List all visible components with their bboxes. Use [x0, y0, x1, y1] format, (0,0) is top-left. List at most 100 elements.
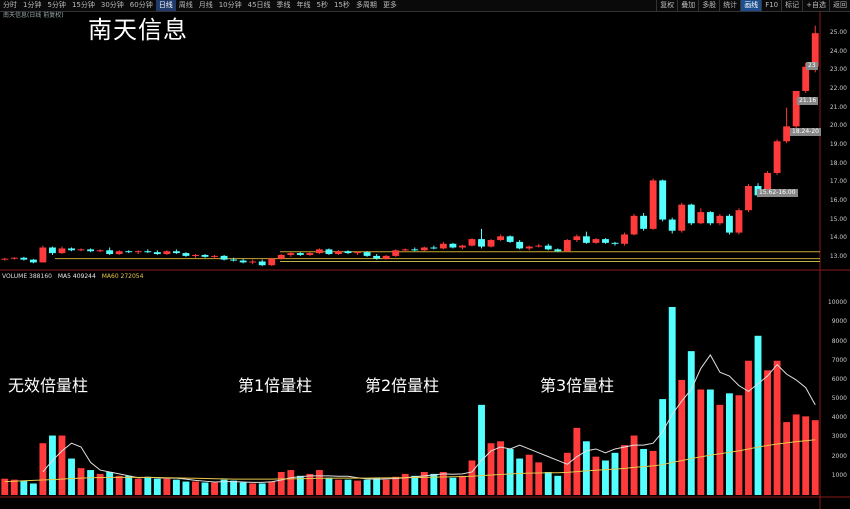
- tool-tab-6[interactable]: 标记: [781, 0, 802, 11]
- candle-body-40: [382, 255, 390, 259]
- tool-tab-1[interactable]: 叠加: [677, 0, 698, 11]
- tool-tab-5[interactable]: F10: [761, 0, 781, 11]
- price-tick-11: 14.00: [829, 234, 847, 242]
- price-tag-3: 18.24-20: [790, 128, 821, 136]
- volume-bar-75: [716, 404, 724, 495]
- candle-body-16: [153, 252, 161, 255]
- volume-bar-11: [106, 471, 114, 495]
- price-tick-4: 21.00: [829, 103, 847, 111]
- candle-body-57: [544, 245, 552, 250]
- tool-tab-2[interactable]: 多股: [698, 0, 719, 11]
- volume-bar-30: [287, 470, 295, 495]
- candle-body-3: [29, 259, 37, 263]
- tool-tab-7[interactable]: +自选: [802, 0, 829, 11]
- volume-tick-8: 2000: [831, 452, 847, 460]
- period-tab-4[interactable]: 30分钟: [100, 1, 124, 9]
- stock-info: 南天信息(日线 前复权): [3, 12, 64, 19]
- period-tab-7[interactable]: 周线: [178, 1, 193, 9]
- volume-value: 388160: [29, 273, 52, 280]
- period-toolbar: 分时 1分钟 5分钟 15分钟 30分钟 60分钟 日线 周线 月线 10分钟 45日线 季线 年线 5秒…: [0, 0, 850, 12]
- volume-bar-80: [764, 370, 771, 495]
- candle-body-53: [506, 236, 514, 242]
- volume-bar-67: [640, 448, 648, 495]
- volume-bar-78: [745, 360, 752, 495]
- volume-bar-28: [268, 481, 276, 495]
- period-tab-1[interactable]: 1分钟: [23, 1, 42, 9]
- volume-bar-71: [678, 379, 686, 495]
- volume-bar-7: [68, 458, 75, 495]
- candle-body-27: [258, 261, 266, 266]
- candle-body-70: [668, 219, 676, 231]
- period-tab-11[interactable]: 季线: [276, 1, 291, 9]
- period-tab-10[interactable]: 45日线: [247, 1, 271, 9]
- period-tab-9[interactable]: 10分钟: [218, 1, 242, 9]
- candle-body-54: [516, 241, 524, 249]
- volume-tick-6: 4000: [831, 414, 847, 422]
- volume-bar-44: [420, 471, 428, 495]
- price-tick-10: 15.00: [829, 215, 847, 223]
- volume-bar-29: [277, 471, 285, 495]
- volume-bar-59: [563, 452, 571, 495]
- period-tab-14[interactable]: 15秒: [334, 1, 350, 9]
- volume-bar-79: [754, 335, 762, 495]
- period-tab-16[interactable]: 更多: [382, 1, 397, 9]
- tool-tab-8[interactable]: 返回: [829, 0, 850, 11]
- price-tick-2: 23.00: [829, 66, 847, 74]
- volume-bar-6: [58, 435, 66, 495]
- period-tab-12[interactable]: 年线: [296, 1, 311, 9]
- candle-body-83: [792, 90, 800, 127]
- tool-tab-3[interactable]: 统计: [719, 0, 740, 11]
- candle-body-82: [783, 126, 791, 142]
- period-tab-6[interactable]: 日线: [155, 0, 176, 11]
- volume-bar-70: [668, 307, 676, 495]
- candle-body-17: [163, 251, 171, 255]
- volume-bar-23: [220, 479, 228, 495]
- volume-bar-57: [544, 471, 552, 495]
- volume-bar-24: [230, 480, 238, 495]
- candle-body-9: [87, 249, 95, 252]
- volume-bar-35: [335, 479, 342, 495]
- candle-body-24: [230, 259, 238, 261]
- volume-bar-4: [39, 443, 47, 495]
- volume-bar-74: [706, 389, 714, 495]
- candle-body-31: [296, 253, 304, 255]
- period-tab-3[interactable]: 15分钟: [71, 1, 95, 9]
- volume-bar-47: [449, 477, 457, 495]
- candle-body-37: [354, 252, 361, 254]
- candle-body-69: [659, 180, 667, 220]
- candle-body-75: [716, 215, 724, 224]
- candle-body-25: [239, 260, 247, 263]
- tool-tab-4[interactable]: 画线: [740, 0, 762, 11]
- volume-bar-82: [783, 422, 791, 495]
- volume-bar-15: [144, 476, 152, 495]
- candle-body-6: [58, 248, 66, 254]
- volume-bar-72: [687, 351, 695, 495]
- period-tab-0[interactable]: 分时: [3, 1, 17, 9]
- stock-title: 南天信息: [88, 16, 188, 44]
- tool-tab-0[interactable]: 复权: [656, 0, 677, 11]
- candle-body-39: [373, 255, 381, 259]
- price-tag-4: 15.62-16.00: [757, 189, 798, 197]
- candle-body-47: [449, 243, 457, 248]
- candle-body-48: [459, 245, 466, 248]
- candle-body-61: [582, 236, 590, 243]
- volume-bar-14: [134, 478, 142, 495]
- volume-bar-12: [115, 475, 123, 495]
- candle-body-38: [363, 252, 371, 256]
- period-tab-8[interactable]: 月线: [198, 1, 213, 9]
- period-tab-13[interactable]: 5秒: [316, 1, 329, 9]
- candle-body-20: [192, 254, 199, 256]
- volume-bar-42: [401, 473, 409, 495]
- candle-body-2: [20, 257, 28, 260]
- period-tab-2[interactable]: 5分钟: [47, 1, 66, 9]
- candle-body-33: [315, 249, 323, 254]
- candle-body-14: [134, 251, 142, 253]
- period-tab-15[interactable]: 多周期: [355, 1, 377, 9]
- candle-body-19: [182, 253, 190, 256]
- candle-body-26: [249, 261, 257, 263]
- volume-bar-50: [478, 404, 485, 495]
- volume-bar-48: [459, 475, 466, 495]
- period-tab-5[interactable]: 60分钟: [129, 1, 153, 9]
- volume-bar-17: [163, 478, 171, 495]
